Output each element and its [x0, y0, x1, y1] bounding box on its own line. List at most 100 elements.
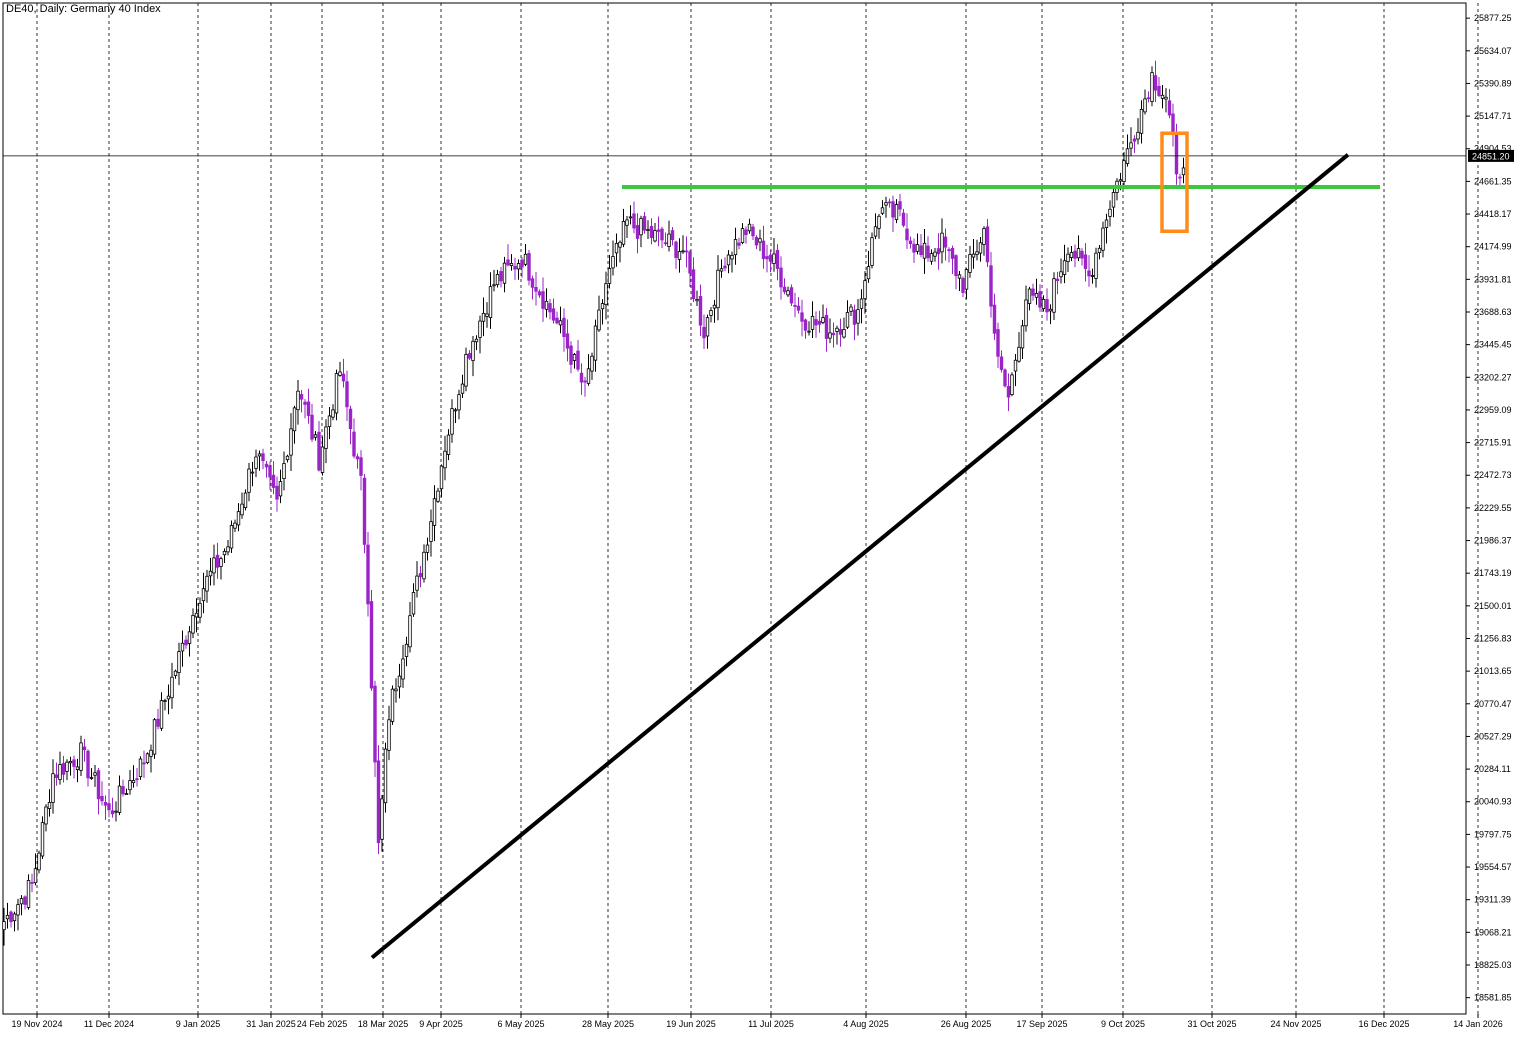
candle-body — [1090, 275, 1095, 277]
candle-body — [149, 749, 153, 757]
highlight-box — [1160, 131, 1189, 233]
candle-body — [432, 498, 437, 526]
candle-body — [1031, 288, 1035, 296]
candle-body — [488, 286, 493, 318]
candle-body — [576, 350, 580, 370]
candle-body — [775, 249, 780, 269]
candle-body — [950, 248, 955, 259]
x-tick-label: 31 Oct 2025 — [1187, 1019, 1236, 1029]
candle-body — [331, 409, 335, 418]
candle-body — [954, 255, 958, 276]
candle-body — [145, 753, 150, 763]
candle-body — [915, 244, 920, 252]
candle-body — [1052, 278, 1056, 313]
y-tick-label: 24904.53 — [1474, 144, 1512, 154]
x-tick-label: 24 Nov 2025 — [1270, 1019, 1321, 1029]
candle-body — [1034, 293, 1039, 298]
candle-body — [940, 232, 944, 253]
candle-body — [86, 750, 90, 779]
candle-body — [684, 250, 689, 253]
x-tick-label: 26 Aug 2025 — [941, 1019, 992, 1029]
candle-body — [12, 913, 17, 922]
y-tick-label: 25634.07 — [1474, 46, 1512, 56]
candle-body — [1157, 85, 1161, 96]
x-tick-label: 9 Apr 2025 — [419, 1019, 463, 1029]
candle-body — [499, 271, 503, 282]
candle-body — [180, 642, 185, 652]
candle-body — [1094, 252, 1098, 279]
candle-body — [9, 911, 13, 922]
candle-body — [184, 639, 188, 646]
candle-body — [425, 544, 430, 553]
candle-body — [733, 239, 738, 256]
candle-body — [306, 401, 311, 416]
candle-body — [502, 262, 507, 284]
candle-body — [390, 688, 395, 722]
candle-body — [2, 921, 6, 931]
candle-body — [653, 230, 657, 242]
candle-body — [586, 368, 591, 384]
candle-body — [387, 719, 391, 751]
candle-body — [530, 278, 535, 288]
candle-body — [985, 226, 990, 263]
y-tick-label: 23445.45 — [1474, 340, 1512, 350]
candle-body — [191, 615, 195, 634]
candle-body — [527, 252, 531, 281]
candle-body — [341, 373, 346, 382]
candle-body — [1136, 131, 1140, 140]
candle-body — [1132, 138, 1137, 142]
candle-body — [908, 240, 913, 245]
candle-body — [152, 719, 157, 755]
candle-body — [579, 372, 584, 383]
candle-body — [1087, 270, 1091, 277]
candle-body — [439, 465, 444, 490]
candle-body — [1146, 97, 1151, 100]
x-tick-label: 9 Oct 2025 — [1101, 1019, 1145, 1029]
candle-body — [429, 521, 433, 542]
candle-body — [352, 431, 356, 457]
candle-body — [481, 312, 486, 322]
candle-body — [898, 201, 902, 210]
candle-body — [744, 229, 748, 236]
candle-body — [891, 201, 895, 218]
candle-body — [803, 319, 808, 331]
candle-body — [1003, 369, 1007, 387]
candle-body — [58, 764, 62, 780]
candle-body — [261, 453, 265, 462]
candle-body — [26, 880, 31, 908]
candle-body — [247, 468, 251, 493]
candle-body — [572, 354, 577, 361]
candle-body — [796, 305, 801, 311]
candle-body — [989, 265, 993, 307]
candle-body — [649, 226, 654, 238]
candle-body — [457, 394, 461, 411]
candle-body — [159, 700, 164, 729]
candle-body — [292, 407, 297, 432]
candle-body — [415, 575, 419, 591]
candle-body — [110, 810, 115, 815]
candle-body — [782, 286, 787, 293]
candle-body — [1129, 142, 1133, 149]
candle-body — [453, 409, 458, 412]
candle-body — [362, 477, 367, 545]
candle-body — [702, 326, 706, 339]
candle-body — [772, 253, 776, 264]
candle-body — [285, 455, 290, 461]
candle-body — [614, 242, 619, 254]
trendline — [370, 153, 1350, 960]
candle-body — [877, 215, 881, 229]
candle-body — [100, 795, 104, 802]
candle-body — [887, 201, 892, 204]
candle-body — [817, 320, 822, 325]
candle-body — [569, 345, 573, 365]
x-tick-label: 17 Sep 2025 — [1016, 1019, 1067, 1029]
candle-body — [611, 256, 615, 269]
candle-body — [712, 304, 717, 309]
candle-body — [1097, 247, 1102, 253]
candle-body — [737, 242, 741, 246]
candle-body — [107, 803, 111, 811]
candle-body — [894, 204, 899, 220]
candle-body — [754, 236, 759, 246]
y-tick-label: 20284.11 — [1474, 764, 1511, 774]
candle-body — [558, 320, 563, 326]
